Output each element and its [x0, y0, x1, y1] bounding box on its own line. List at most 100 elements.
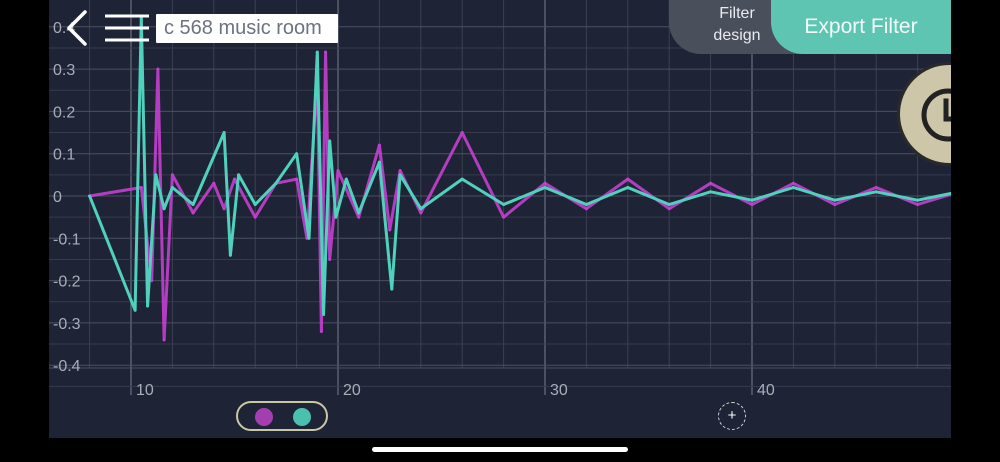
data-point: [88, 194, 92, 198]
data-point: [750, 202, 754, 206]
data-point: [139, 186, 143, 190]
data-point: [307, 236, 311, 240]
x-tick-label: 30: [550, 382, 568, 399]
data-point: [150, 279, 154, 283]
x-tick-label: 10: [136, 382, 154, 399]
data-point: [791, 181, 795, 185]
data-point: [315, 50, 319, 54]
data-point: [398, 173, 402, 177]
y-tick-label: 0.4: [53, 20, 75, 37]
chart-series: [88, 16, 951, 342]
data-point: [419, 211, 423, 215]
data-point: [154, 173, 158, 177]
y-tick-label: -0.3: [53, 316, 81, 333]
data-point: [377, 160, 381, 164]
data-point: [398, 169, 402, 173]
data-point: [874, 186, 878, 190]
data-point: [543, 186, 547, 190]
data-point: [295, 152, 299, 156]
top-bar: c 568 music room Filter design Export Fi…: [49, 0, 951, 60]
data-point: [833, 202, 837, 206]
data-point: [336, 169, 340, 173]
data-point: [162, 338, 166, 342]
data-point: [170, 173, 174, 177]
filter-design-label-line2: design: [713, 27, 761, 44]
data-point: [328, 257, 332, 261]
data-point: [584, 207, 588, 211]
data-point: [322, 312, 326, 316]
add-series-button[interactable]: +: [718, 402, 746, 430]
data-point: [460, 177, 464, 181]
y-tick-label: -0.1: [53, 231, 81, 248]
impulse-response-chart[interactable]: 0.4 0.3 0.2 0.1 0 -0.1 -0.2 -0.3 -0.4 10 20 30 40: [49, 0, 951, 438]
data-point: [709, 190, 713, 194]
y-tick-label: 0: [53, 189, 62, 206]
hamburger-menu-icon[interactable]: [103, 12, 151, 44]
y-tick-label: -0.2: [53, 274, 81, 291]
data-point: [212, 181, 216, 185]
export-filter-button[interactable]: Export Filter: [771, 0, 951, 54]
data-point: [133, 308, 137, 312]
data-point: [357, 215, 361, 219]
data-point: [833, 198, 837, 202]
data-point: [319, 329, 323, 333]
home-indicator[interactable]: [372, 447, 628, 452]
y-tick-label: 0.3: [53, 62, 75, 79]
data-point: [328, 139, 332, 143]
chevron-left-icon[interactable]: [63, 10, 91, 46]
data-point: [146, 304, 150, 308]
data-point: [222, 131, 226, 135]
data-point: [709, 181, 713, 185]
data-point: [233, 177, 236, 181]
data-point: [916, 202, 920, 206]
data-point: [334, 215, 338, 219]
app-screen: 0.4 0.3 0.2 0.1 0 -0.1 -0.2 -0.3 -0.4 10 20 30 40 c …: [49, 0, 951, 438]
clock-icon: [921, 88, 951, 142]
data-point: [460, 131, 464, 135]
data-point: [543, 181, 547, 185]
data-point: [222, 207, 226, 211]
data-point: [626, 177, 630, 181]
series-toggle[interactable]: [236, 401, 328, 431]
data-point: [502, 202, 506, 206]
clock-button[interactable]: [897, 62, 951, 166]
data-point: [874, 190, 878, 194]
data-point: [324, 50, 328, 54]
data-point: [156, 67, 160, 71]
data-point: [357, 211, 361, 215]
data-point: [667, 207, 671, 211]
data-point: [170, 186, 174, 190]
data-point: [139, 16, 143, 20]
data-point: [791, 186, 795, 190]
data-point: [344, 177, 348, 181]
data-point: [191, 211, 195, 215]
data-point: [191, 202, 195, 206]
data-point: [253, 202, 257, 206]
series-teal-toggle[interactable]: [293, 408, 311, 426]
data-point: [419, 207, 423, 211]
y-tick-label: 0.2: [53, 104, 75, 121]
data-point: [253, 215, 257, 219]
chart-labels: 0.4 0.3 0.2 0.1 0 -0.1 -0.2 -0.3 -0.4 10 20 30 40: [53, 20, 775, 399]
filter-design-label-line1: Filter: [719, 5, 755, 22]
filter-title-field[interactable]: c 568 music room: [156, 14, 338, 43]
data-point: [626, 186, 630, 190]
data-point: [667, 202, 671, 206]
data-point: [916, 198, 920, 202]
x-tick-label: 20: [343, 382, 361, 399]
data-point: [584, 202, 588, 206]
data-point: [274, 181, 278, 185]
data-point: [228, 253, 232, 257]
data-point: [377, 143, 381, 147]
data-point: [750, 198, 754, 202]
data-point: [162, 207, 166, 211]
y-tick-label: -0.4: [53, 358, 81, 375]
data-point: [502, 215, 506, 219]
series-magenta-toggle[interactable]: [255, 408, 273, 426]
x-tick-label: 40: [757, 382, 775, 399]
data-point: [388, 228, 392, 232]
y-tick-label: 0.1: [53, 147, 75, 164]
data-point: [390, 287, 394, 291]
data-point: [295, 177, 299, 181]
data-point: [237, 173, 241, 177]
